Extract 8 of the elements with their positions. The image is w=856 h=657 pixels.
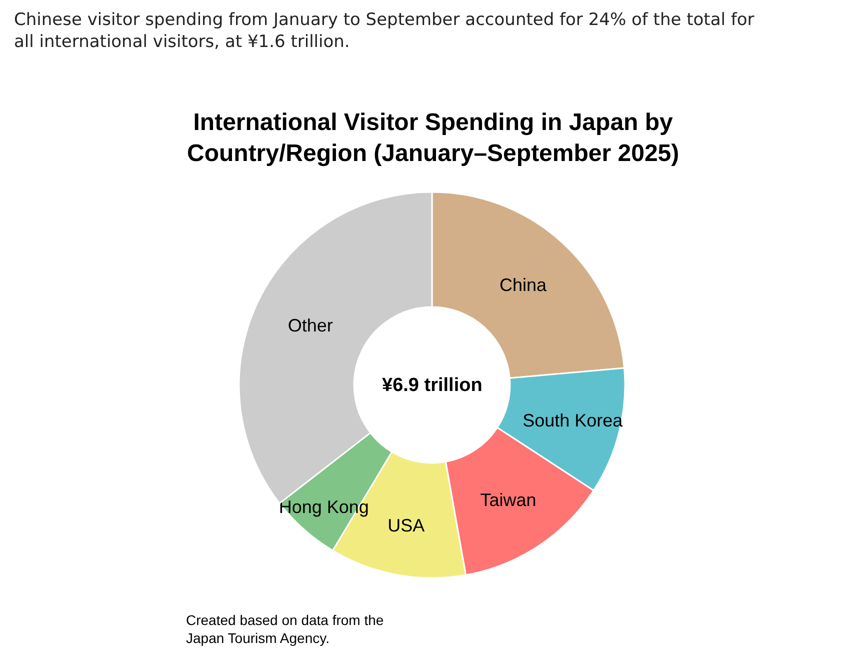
text: ¥6.9 trillion bbox=[382, 375, 482, 396]
slice-label: USA bbox=[388, 516, 425, 536]
chart-subtitle: Chinese visitor spending from January to September accounted for 24% of the total for all international visitors, at ¥1.6 trillion. bbox=[14, 10, 754, 52]
slice-label: China bbox=[499, 275, 548, 296]
slice-label: Taiwan bbox=[480, 490, 536, 510]
slice-label: Other bbox=[288, 315, 333, 336]
text: Created based on data from the Japan Tourism Agency. bbox=[186, 612, 384, 646]
chart-title: International Visitor Spending in Japan by Country/Region (January–September 2025) bbox=[187, 109, 680, 168]
